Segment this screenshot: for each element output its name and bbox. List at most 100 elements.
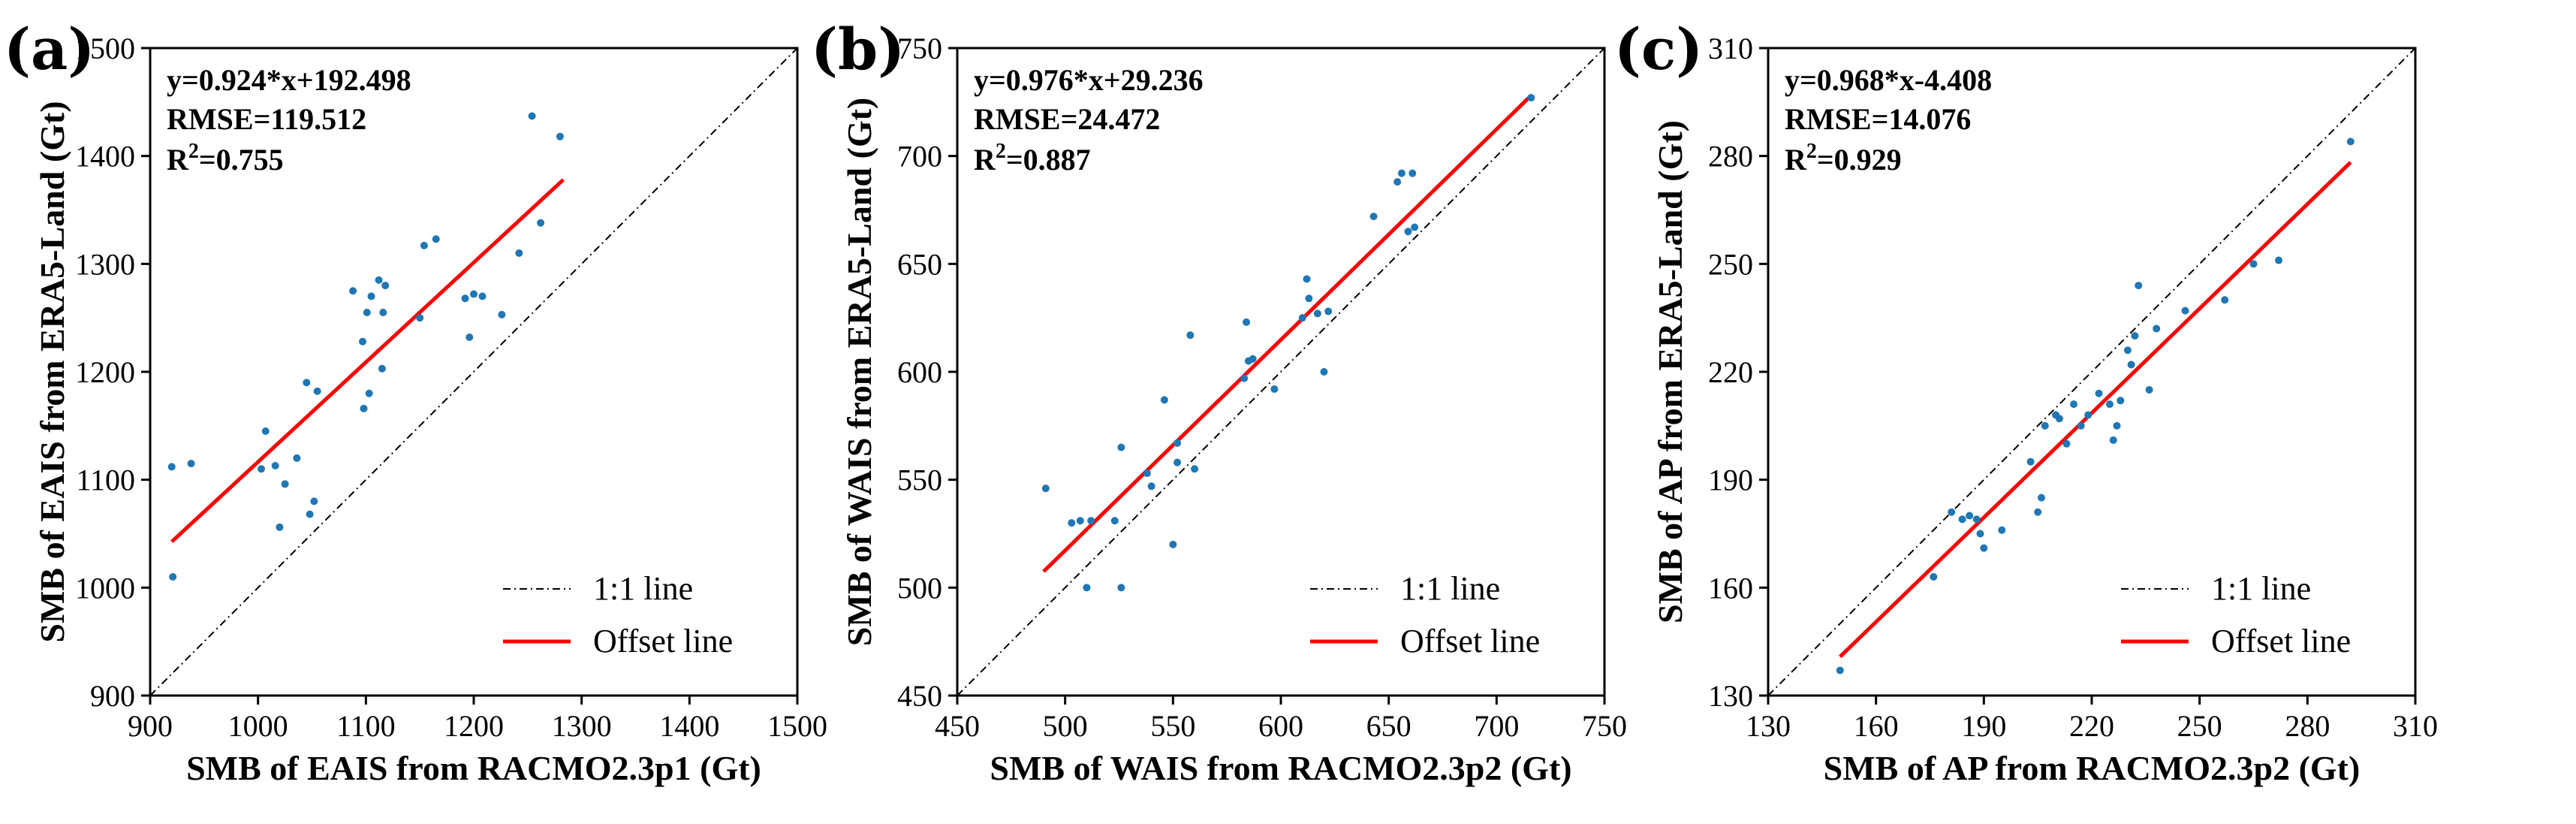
data-point (313, 387, 321, 395)
data-point (1068, 519, 1076, 527)
data-point (1966, 512, 1974, 520)
data-point (528, 112, 536, 120)
y-tick-label: 130 (1708, 679, 1753, 713)
r2-superscript: 2 (1806, 140, 1817, 163)
x-tick-label: 700 (1474, 709, 1519, 743)
rmse-value: RMSE=14.076 (1785, 102, 1971, 136)
data-point (461, 294, 469, 303)
panel-label: (b) (811, 16, 905, 83)
x-tick-label: 550 (1150, 709, 1195, 743)
x-tick-label: 1100 (336, 709, 396, 743)
data-point (1083, 584, 1091, 592)
data-point (1249, 355, 1257, 363)
y-tick-label: 1000 (75, 571, 135, 605)
data-point (1160, 396, 1168, 404)
data-point (257, 465, 265, 473)
y-tick-label: 280 (1708, 140, 1753, 174)
regression-equation: y=0.968*x-4.408 (1785, 63, 1992, 97)
data-point (2153, 324, 2161, 333)
data-point (1369, 213, 1378, 221)
data-point (306, 510, 314, 518)
r2-prefix: R (974, 143, 996, 177)
data-point (1298, 314, 1306, 322)
data-point (363, 308, 371, 316)
y-axis-title: SMB of AP from ERA5-Land (Gt) (1651, 120, 1689, 623)
plot-frame (956, 47, 1606, 697)
data-point (1836, 666, 1844, 675)
legend-offset-label: Offset line (593, 623, 733, 660)
data-point (2221, 296, 2229, 304)
y-tick-label: 1500 (75, 32, 135, 65)
y-tick-label: 310 (1708, 32, 1753, 65)
y-tick-label: 1400 (75, 140, 135, 174)
x-tick-label: 1300 (552, 709, 612, 743)
data-point (2062, 439, 2071, 448)
data-point (556, 132, 564, 140)
data-point (2127, 361, 2135, 369)
data-point (1313, 309, 1321, 318)
data-point (1976, 530, 1984, 538)
offset-line (1839, 161, 2352, 659)
data-point (187, 460, 195, 468)
data-point (1527, 94, 1535, 102)
x-tick-label: 250 (2177, 709, 2222, 743)
data-point (1305, 294, 1313, 303)
data-point (1169, 540, 1177, 548)
panel-label: (c) (1614, 16, 1703, 83)
axis-ticks: 900 1000 1100 1200 1300 1400 1500 900 1000 1100 12… (75, 32, 827, 743)
x-tick-label: 130 (1746, 709, 1791, 743)
data-point (1076, 517, 1084, 525)
data-point (1409, 169, 1417, 177)
data-point (1303, 275, 1311, 283)
scatter-points (167, 112, 564, 581)
data-point (359, 337, 367, 346)
data-point (2055, 415, 2063, 423)
plot-frame (1767, 47, 2417, 697)
rmse-value: RMSE=24.472 (974, 102, 1160, 136)
data-point (420, 241, 428, 249)
data-point (2113, 421, 2121, 430)
y-tick-label: 750 (897, 32, 942, 65)
data-point (470, 290, 478, 298)
data-point (271, 461, 279, 469)
data-point (1174, 439, 1182, 447)
x-axis-title: SMB of WAIS from RACMO2.3p2 (Gt) (990, 749, 1571, 787)
data-point (2095, 389, 2103, 397)
data-point (537, 219, 545, 227)
data-point (367, 292, 375, 300)
data-point (2346, 137, 2355, 146)
data-point (276, 523, 284, 531)
data-point (1117, 584, 1125, 592)
x-tick-label: 600 (1258, 709, 1303, 743)
data-point (1958, 515, 1966, 524)
data-point (2275, 256, 2283, 264)
data-point (2117, 397, 2125, 405)
data-point (2181, 306, 2189, 315)
x-tick-label: 190 (1961, 709, 2006, 743)
r-squared: R2=0.929 (1785, 140, 1902, 177)
data-point (1147, 482, 1155, 490)
data-point (1270, 385, 1279, 393)
one-to-one-line (1767, 47, 2416, 696)
data-point (1240, 374, 1249, 382)
one-to-one-line (957, 47, 1605, 696)
x-tick-label: 1000 (228, 709, 288, 743)
x-tick-label: 160 (1854, 709, 1899, 743)
data-point (360, 404, 368, 412)
data-point (2026, 457, 2035, 466)
y-tick-label: 250 (1708, 247, 1753, 281)
data-point (1324, 307, 1333, 315)
data-point (2041, 421, 2049, 430)
x-tick-label: 1500 (767, 709, 827, 743)
data-point (1191, 465, 1199, 473)
x-axis-title: SMB of AP from RACMO2.3p2 (Gt) (1824, 749, 2361, 787)
data-point (1143, 469, 1151, 478)
x-tick-label: 310 (2393, 709, 2438, 743)
x-tick-label: 500 (1043, 709, 1088, 743)
data-point (1397, 169, 1406, 177)
data-point (1320, 368, 1328, 376)
data-point (478, 292, 487, 300)
offset-line (170, 178, 565, 543)
axis-ticks: 450 500 550 600 650 700 750 450 500 550 600 650 700 7… (897, 32, 1627, 743)
